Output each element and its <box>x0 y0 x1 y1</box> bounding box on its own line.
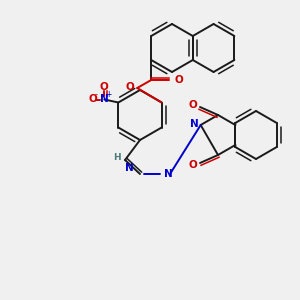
Text: O: O <box>174 75 183 85</box>
Text: H: H <box>113 154 121 163</box>
Text: N: N <box>164 169 173 179</box>
Text: +: + <box>105 90 112 99</box>
Text: O: O <box>189 160 197 170</box>
Text: O: O <box>189 100 197 110</box>
Text: -: - <box>95 90 98 99</box>
Text: O: O <box>126 82 135 92</box>
Text: N: N <box>100 94 109 104</box>
Text: O: O <box>100 82 109 92</box>
Text: N: N <box>124 163 134 173</box>
Text: N: N <box>190 119 199 129</box>
Text: O: O <box>89 94 98 104</box>
